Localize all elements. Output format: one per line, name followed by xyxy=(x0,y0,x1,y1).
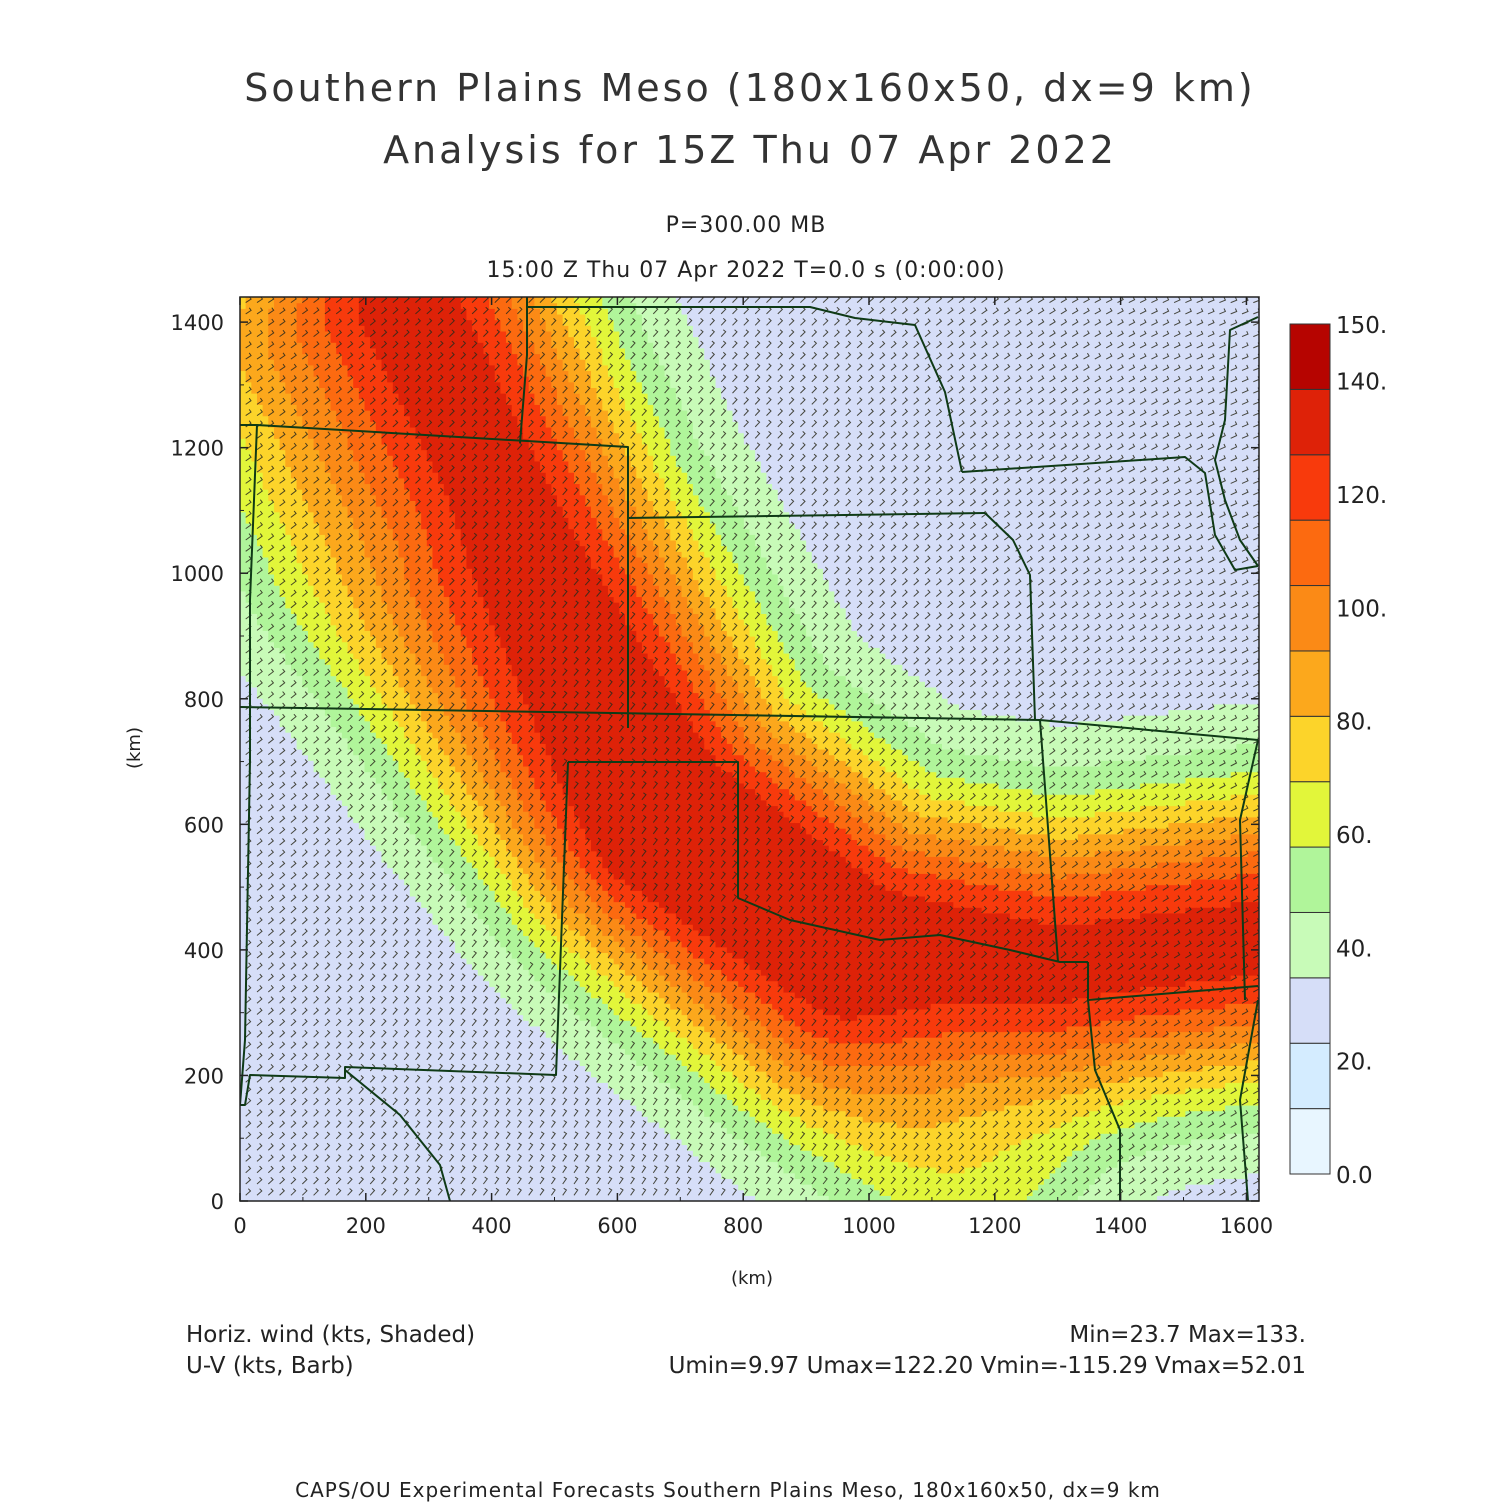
colorbar-label: 140. xyxy=(1336,370,1387,396)
colorbar-segment xyxy=(1290,978,1330,1043)
colorbar-segment xyxy=(1290,651,1330,716)
y-tick-label: 1400 xyxy=(171,311,224,335)
legend-shaded: Horiz. wind (kts, Shaded) xyxy=(186,1322,475,1348)
x-tick-label: 1000 xyxy=(842,1214,895,1238)
colorbar-segment xyxy=(1290,1109,1330,1174)
x-tick-label: 1600 xyxy=(1220,1214,1273,1238)
y-tick-label: 400 xyxy=(184,939,224,963)
x-tick-label: 200 xyxy=(346,1214,386,1238)
colorbar-segment xyxy=(1290,389,1330,454)
colorbar-segment xyxy=(1290,324,1330,389)
colorbar-segment xyxy=(1290,782,1330,847)
colorbar-label: 80. xyxy=(1336,710,1373,736)
colorbar-label: 120. xyxy=(1336,483,1387,509)
x-tick-label: 400 xyxy=(472,1214,512,1238)
x-tick-label: 1200 xyxy=(968,1214,1021,1238)
colorbar-segment xyxy=(1290,455,1330,520)
colorbar-segment xyxy=(1290,586,1330,651)
y-tick-label: 600 xyxy=(184,813,224,837)
y-tick-label: 1200 xyxy=(171,437,224,461)
x-tick-label: 800 xyxy=(723,1214,763,1238)
x-tick-label: 0 xyxy=(233,1214,246,1238)
colorbar-label: 20. xyxy=(1336,1050,1373,1076)
x-tick-label: 600 xyxy=(597,1214,637,1238)
x-axis-label: (km) xyxy=(731,1268,773,1289)
legend-minmax: Min=23.7 Max=133. xyxy=(1069,1322,1306,1348)
x-tick-label: 1400 xyxy=(1094,1214,1147,1238)
colorbar-label: 100. xyxy=(1336,596,1387,622)
y-axis-label: (km) xyxy=(124,727,145,769)
colorbar-segment xyxy=(1290,912,1330,977)
colorbar-label: 150. xyxy=(1336,313,1387,339)
y-tick-label: 800 xyxy=(184,688,224,712)
colorbar-label: 40. xyxy=(1336,936,1373,962)
colorbar-segment xyxy=(1290,716,1330,781)
colorbar-segment xyxy=(1290,520,1330,585)
colorbar: 0.0 20. 40. 60. 80. 100. 120. 140. 150. xyxy=(1290,313,1387,1189)
colorbar-label: 60. xyxy=(1336,823,1373,849)
y-tick-label: 200 xyxy=(184,1064,224,1088)
legend-uv-range: Umin=9.97 Umax=122.20 Vmin=-115.29 Vmax=… xyxy=(669,1353,1306,1379)
colorbar-label: 0.0 xyxy=(1336,1163,1373,1189)
y-tick-label: 0 xyxy=(211,1190,224,1214)
credit-line: CAPS/OU Experimental Forecasts Southern … xyxy=(0,1478,1456,1502)
colorbar-segment xyxy=(1290,1043,1330,1108)
y-tick-label: 1000 xyxy=(171,562,224,586)
legend-barb: U-V (kts, Barb) xyxy=(186,1353,354,1379)
colorbar-segment xyxy=(1290,847,1330,912)
